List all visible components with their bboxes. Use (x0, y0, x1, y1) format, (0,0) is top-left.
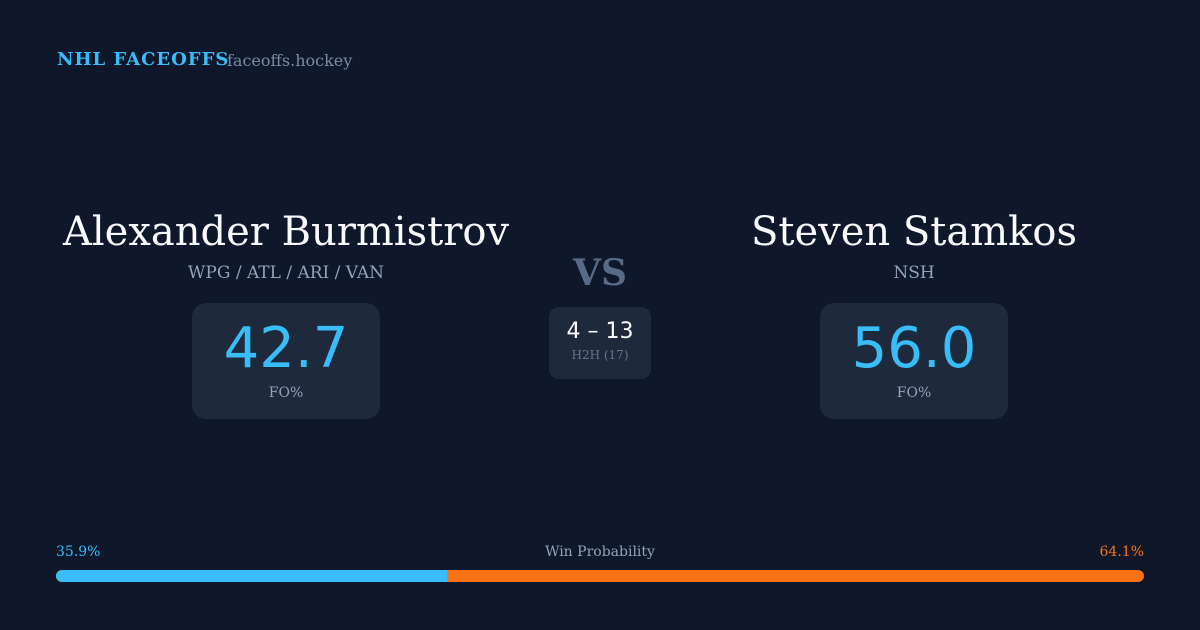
fo-value: 42.7 (223, 316, 349, 381)
player-name: Steven Stamkos (751, 209, 1077, 255)
h2h-card: 4 – 13 H2H (17) (549, 307, 651, 379)
site-url: faceoffs.hockey (227, 51, 353, 70)
fo-stat-card: 56.0 FO% (819, 303, 1009, 419)
fo-label: FO% (268, 385, 304, 401)
fo-label: FO% (896, 385, 932, 401)
left-probability: 35.9% (56, 544, 101, 560)
left-player: Alexander Burmistrov WPG / ATL / ARI / V… (36, 205, 536, 419)
right-probability: 64.1% (1099, 544, 1144, 560)
brand-title: NHL FACEOFFS (57, 49, 230, 70)
player-teams: NSH (893, 263, 935, 283)
probability-bar (56, 570, 1144, 582)
h2h-score: 4 – 13 (566, 319, 634, 344)
fo-value: 56.0 (851, 316, 977, 381)
probability-label: Win Probability (545, 544, 655, 560)
player-teams: WPG / ATL / ARI / VAN (187, 263, 385, 283)
probability-bar-fill (56, 570, 447, 582)
right-player: Steven Stamkos NSH 56.0 FO% (664, 205, 1164, 419)
fo-stat-card: 42.7 FO% (191, 303, 381, 419)
vs-label: VS (573, 252, 627, 294)
h2h-count: H2H (17) (571, 348, 629, 362)
player-name: Alexander Burmistrov (62, 209, 510, 255)
